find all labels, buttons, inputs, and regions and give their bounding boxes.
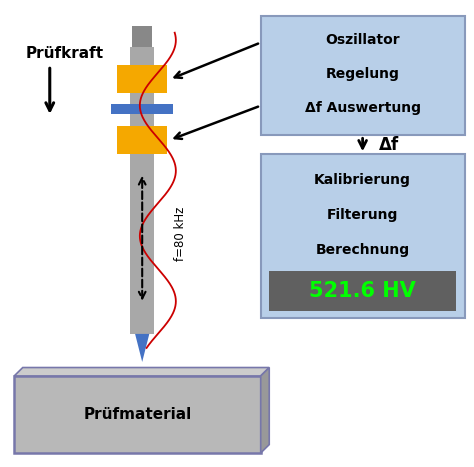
Text: Δf: Δf bbox=[379, 136, 399, 154]
Text: Oszillator: Oszillator bbox=[325, 33, 400, 47]
Bar bbox=[118, 126, 167, 154]
Text: Filterung: Filterung bbox=[327, 208, 398, 222]
Text: f=80 kHz: f=80 kHz bbox=[173, 206, 187, 261]
Polygon shape bbox=[14, 368, 269, 376]
Text: Berechnung: Berechnung bbox=[316, 243, 410, 257]
Text: 521.6 HV: 521.6 HV bbox=[309, 281, 416, 301]
Polygon shape bbox=[135, 334, 149, 362]
Bar bbox=[130, 47, 154, 334]
Bar bbox=[118, 65, 167, 93]
Polygon shape bbox=[261, 368, 269, 453]
FancyBboxPatch shape bbox=[14, 376, 261, 453]
Text: Regelung: Regelung bbox=[326, 67, 400, 81]
Text: Prüfmaterial: Prüfmaterial bbox=[83, 407, 191, 422]
FancyBboxPatch shape bbox=[261, 154, 465, 318]
FancyBboxPatch shape bbox=[261, 16, 465, 135]
Text: Kalibrierung: Kalibrierung bbox=[314, 173, 411, 187]
Bar bbox=[132, 26, 152, 47]
Text: Δf Auswertung: Δf Auswertung bbox=[305, 101, 420, 115]
Text: Prüfkraft: Prüfkraft bbox=[26, 46, 104, 61]
Bar bbox=[269, 271, 456, 311]
Bar bbox=[111, 104, 173, 114]
